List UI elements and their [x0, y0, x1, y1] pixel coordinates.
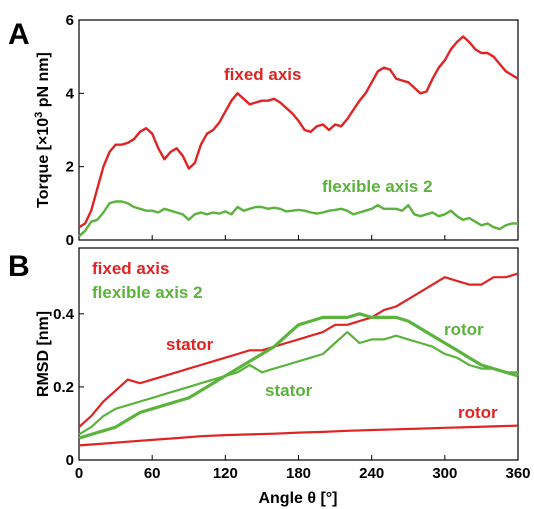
torque-y-tick-label: 6 — [66, 12, 74, 29]
torque-y-ticks: 0 2 4 6 — [66, 12, 84, 249]
rmsd-x-tick-label: 60 — [144, 465, 161, 482]
panel-a-letter: A — [8, 18, 30, 51]
annotation-fixed-rotor: rotor — [458, 403, 498, 422]
rmsd-x-ticks: 0 60 120 180 240 300 360 — [75, 455, 531, 482]
rmsd-plot: 0 60 120 180 240 300 360 0 0.2 0.4 RMSD [nm] Ang… — [35, 247, 531, 507]
torque-line-fixed-axis — [78, 35, 519, 229]
rmsd-y-tick-label: 0.4 — [53, 306, 75, 323]
legend-flexible-axis-2: flexible axis 2 — [92, 283, 203, 302]
rmsd-x-axis-label: Angle θ [°] — [258, 490, 337, 507]
rmsd-x-tick-label: 300 — [432, 465, 457, 482]
annotation-fixed-axis: fixed axis — [224, 65, 302, 84]
annotation-flexible-stator: stator — [265, 381, 313, 400]
rmsd-line-flexible-axis-2-rotor — [78, 312, 519, 440]
torque-y-tick-label: 0 — [66, 232, 74, 249]
torque-y-tick-label: 2 — [66, 159, 74, 176]
torque-y-tick-label: 4 — [66, 85, 75, 102]
rmsd-x-tick-label: 0 — [75, 465, 83, 482]
panel-b-letter: B — [8, 250, 30, 283]
rmsd-x-tick-label: 240 — [359, 465, 384, 482]
rmsd-x-tick-label: 180 — [286, 465, 311, 482]
rmsd-y-tick-label: 0.2 — [53, 379, 74, 396]
rmsd-line-flexible-axis-2-stator — [78, 331, 518, 436]
rmsd-x-tick-label: 120 — [213, 465, 238, 482]
torque-y-axis-label: Torque [×103 pN nm] — [33, 52, 52, 208]
annotation-fixed-stator: stator — [166, 335, 214, 354]
rmsd-line-fixed-axis-rotor — [78, 424, 519, 447]
rmsd-x-tick-label: 360 — [505, 465, 530, 482]
rmsd-y-axis-label: RMSD [nm] — [35, 311, 52, 397]
torque-series — [78, 35, 519, 238]
annotation-flexible-rotor: rotor — [444, 320, 484, 339]
rmsd-series — [78, 272, 519, 447]
legend-fixed-axis: fixed axis — [92, 259, 170, 278]
rmsd-y-ticks: 0 0.2 0.4 — [53, 306, 84, 469]
rmsd-line-fixed-axis-stator — [78, 272, 519, 428]
rmsd-y-tick-label: 0 — [66, 452, 74, 469]
annotation-flexible-axis-2: flexible axis 2 — [322, 177, 433, 196]
torque-x-ticks — [78, 235, 519, 240]
torque-line-flexible-axis-2 — [78, 200, 518, 238]
torque-plot: 0 2 4 6 Torque [×103 pN nm] fixed axis flex… — [33, 12, 519, 249]
